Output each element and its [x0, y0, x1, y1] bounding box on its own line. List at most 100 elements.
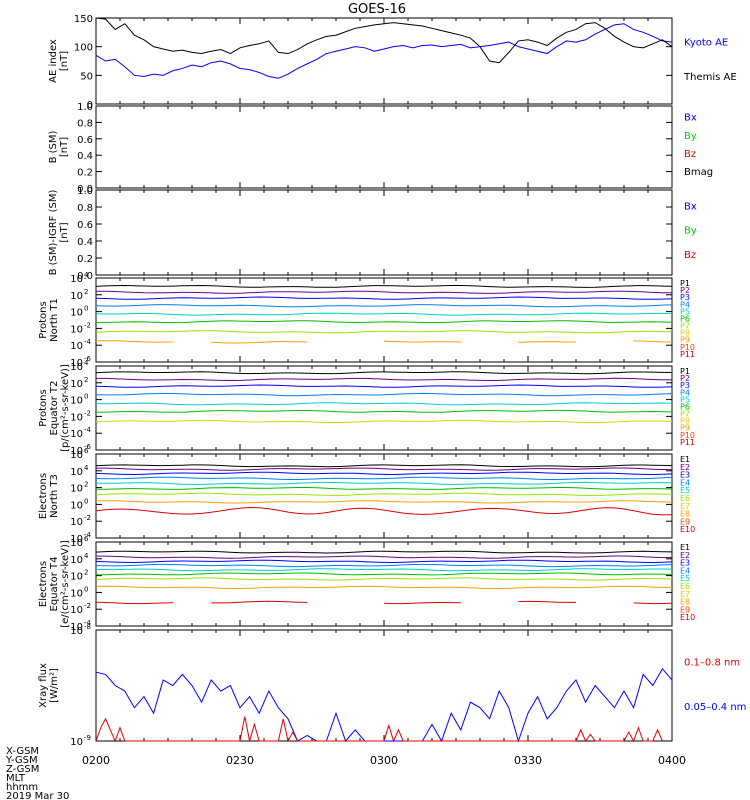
legend-entry: P11 — [680, 438, 695, 447]
y-tick-label: 1.0 — [77, 102, 93, 113]
y-tick-exponent: -4 — [84, 531, 92, 539]
legend-entry: P10 — [680, 431, 695, 440]
legend-entry: P2 — [680, 286, 690, 295]
legend-entry: E10 — [680, 525, 695, 534]
series-line — [95, 384, 673, 388]
legend-entry: Bx — [684, 201, 697, 212]
y-tick-label: 10 — [70, 572, 83, 583]
y-tick-exponent: -2 — [84, 409, 91, 417]
y-axis-label: [p/(cm²-s-sr-keV)] — [60, 364, 71, 452]
legend-entry: P7 — [680, 322, 690, 331]
plot-title: GOES-16 — [348, 2, 406, 17]
legend-entry: P8 — [680, 329, 690, 338]
footer: X-GSM Y-GSM Z-GSM MLT hhmm 2019 Mar 30 0… — [5, 746, 686, 800]
legend-entry: By — [684, 131, 697, 142]
series-line — [95, 563, 673, 568]
y-tick-exponent: -6 — [84, 355, 92, 363]
legend-entry: E5 — [680, 486, 690, 495]
y-tick-label: 10 — [70, 605, 83, 616]
series-line — [95, 312, 673, 316]
legend-entry: P10 — [680, 343, 695, 352]
y-tick-exponent: 0 — [84, 305, 88, 313]
y-tick-exponent: -2 — [84, 321, 91, 329]
legend-entry: E7 — [680, 590, 690, 599]
legend-entry: Bz — [684, 149, 696, 160]
legend-entry: P6 — [680, 314, 690, 323]
y-tick-label: 10 — [70, 517, 83, 528]
series-line — [95, 585, 673, 589]
legend-entry: Themis AE — [683, 72, 737, 83]
series-line — [95, 409, 673, 413]
y-axis-label: Electrons — [38, 473, 49, 519]
panel-1: 0.0 0.2 0.4 0.6 0.8 1.0 B (SM) [nT] Bx By Bz Bmag — [48, 102, 713, 195]
legend-entry: 0.05–0.4 nm — [684, 702, 746, 713]
legend-entry: E3 — [680, 471, 690, 480]
legend-entry: P3 — [680, 381, 690, 390]
series-line — [95, 296, 673, 300]
series-line — [95, 392, 673, 397]
legend-entry: E8 — [680, 598, 690, 607]
series-line — [95, 340, 673, 344]
y-tick-label: 1.0 — [77, 186, 93, 197]
legend-entry: By — [684, 226, 697, 237]
series-line — [95, 419, 673, 424]
y-tick-exponent: 4 — [84, 271, 89, 279]
legend-entry: E9 — [680, 517, 690, 526]
y-axis-label: [nT] — [59, 222, 70, 242]
legend-entry: P9 — [680, 336, 690, 345]
legend-entry: P1 — [680, 279, 690, 288]
y-tick-label: 10 — [70, 500, 83, 511]
y-tick-exponent: 2 — [84, 569, 88, 577]
x-tick-label-0230: 0230 — [226, 754, 254, 767]
series-line — [96, 290, 673, 294]
series-line — [95, 559, 673, 564]
legend-entry: E4 — [680, 478, 690, 487]
legend-entry: E2 — [680, 463, 690, 472]
x-tick-label-0200: 0200 — [82, 754, 110, 767]
legend-entry: E9 — [680, 605, 690, 614]
y-axis-label: Xray flux — [38, 663, 49, 708]
y-tick-exponent: 6 — [84, 447, 89, 455]
y-tick-label: 0 — [87, 100, 93, 111]
y-tick-label: 10 — [70, 379, 83, 390]
series-line — [95, 304, 673, 308]
series-line — [95, 284, 673, 288]
footer-label-hhmm: hhmm — [6, 782, 38, 793]
series-line — [96, 555, 673, 559]
legend-entry: P11 — [680, 350, 695, 359]
y-axis-label: [nT] — [59, 137, 70, 157]
y-axis-label: Protons — [38, 301, 49, 338]
footer-label-zgsm: Z-GSM — [6, 764, 39, 775]
series-line — [95, 23, 673, 79]
legend-entry: P4 — [680, 300, 690, 309]
y-tick-label: 0.4 — [77, 151, 93, 162]
panel-2: 0.0 0.2 0.4 0.6 0.8 1.0 B (SM)-IGRF (SM) [nT] Bx… — [48, 186, 697, 282]
y-tick-label: 50 — [80, 71, 93, 82]
series-line — [95, 402, 673, 406]
y-tick-label: 0.2 — [77, 254, 93, 265]
y-tick-exponent: -6 — [84, 443, 92, 451]
legend-entry: Bmag — [684, 167, 713, 178]
y-tick-exponent: -4 — [84, 619, 92, 627]
legend-entry: E6 — [680, 494, 690, 503]
y-tick-label: 10 — [70, 622, 83, 633]
y-tick-label: 10 — [70, 588, 83, 599]
legend-entry: P4 — [680, 388, 690, 397]
y-tick-exponent: -9 — [84, 734, 91, 742]
y-tick-label: 10 — [70, 396, 83, 407]
y-tick-exponent: -4 — [84, 426, 92, 434]
series-line — [95, 320, 673, 324]
legend-entry: P9 — [680, 424, 690, 433]
y-tick-label: 10 — [70, 324, 83, 335]
y-tick-label: 0.6 — [77, 135, 93, 146]
legend-entry: Bx — [684, 113, 697, 124]
y-axis-label: Protons — [38, 389, 49, 426]
legend-entry: Bz — [684, 250, 696, 261]
series-line — [95, 572, 673, 576]
y-tick-label: 10 — [70, 450, 83, 461]
y-tick-label: 0.0 — [77, 184, 93, 195]
y-tick-exponent: 4 — [84, 552, 89, 560]
y-axis-label: [W/m²] — [49, 668, 60, 703]
y-axis-label: [nT] — [59, 51, 70, 71]
